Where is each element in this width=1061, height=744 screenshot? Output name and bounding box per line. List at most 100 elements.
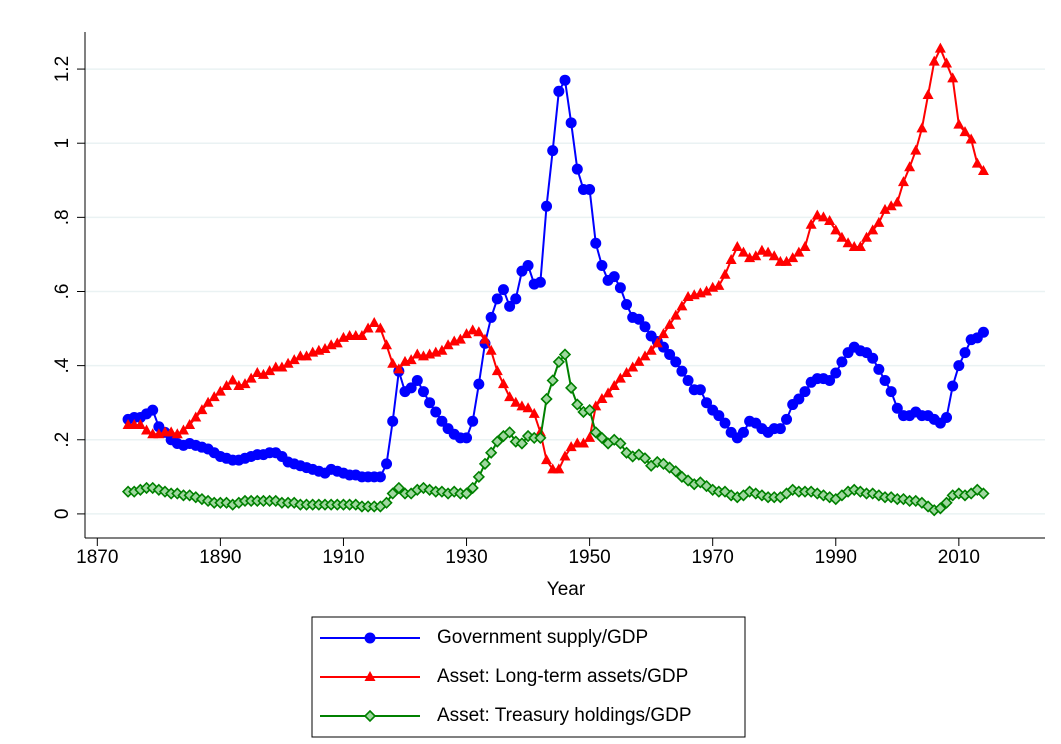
marker	[184, 418, 196, 429]
marker	[750, 250, 762, 261]
marker	[319, 342, 331, 353]
marker	[589, 426, 602, 439]
marker	[417, 386, 429, 398]
marker	[485, 344, 497, 355]
marker	[534, 426, 546, 437]
marker	[374, 471, 386, 483]
marker	[781, 413, 793, 425]
marker	[670, 309, 682, 320]
marker	[522, 402, 534, 413]
marker	[627, 361, 639, 372]
marker	[473, 378, 485, 390]
marker	[208, 391, 220, 402]
marker	[147, 404, 159, 416]
x-tick-label: 1990	[815, 547, 857, 568]
marker	[669, 465, 682, 478]
marker	[768, 250, 780, 261]
marker	[608, 380, 620, 391]
marker	[793, 246, 805, 257]
marker	[559, 74, 571, 86]
marker	[504, 391, 516, 402]
marker	[959, 126, 971, 137]
series-line	[127, 77, 985, 478]
marker	[731, 241, 743, 252]
marker	[546, 374, 559, 387]
x-tick-label: 1870	[76, 547, 118, 568]
marker	[799, 241, 811, 252]
marker	[478, 457, 492, 470]
marker	[664, 318, 676, 329]
marker	[362, 322, 374, 333]
marker	[485, 446, 498, 459]
marker	[621, 298, 633, 310]
marker	[682, 374, 694, 386]
marker	[571, 163, 583, 175]
marker	[245, 372, 257, 383]
marker	[817, 211, 829, 222]
marker	[553, 85, 565, 97]
marker	[824, 215, 836, 226]
marker	[380, 496, 393, 509]
marker	[639, 321, 651, 333]
marker	[515, 437, 529, 450]
marker	[762, 246, 774, 257]
marker	[891, 196, 903, 207]
marker	[436, 344, 448, 355]
marker	[227, 374, 239, 385]
marker	[638, 452, 652, 465]
marker	[485, 311, 497, 323]
marker	[516, 400, 528, 411]
marker	[491, 293, 503, 305]
marker	[424, 397, 436, 409]
marker	[411, 348, 423, 359]
marker	[879, 203, 891, 214]
marker	[713, 410, 725, 422]
marker	[934, 502, 947, 515]
marker	[614, 282, 626, 294]
marker	[541, 200, 553, 212]
marker	[257, 368, 269, 379]
marker	[571, 398, 584, 411]
marker	[497, 378, 509, 389]
marker	[633, 313, 645, 325]
marker	[873, 363, 885, 375]
y-tick-label: .2	[52, 432, 73, 448]
marker	[639, 350, 651, 361]
marker	[504, 300, 516, 312]
marker	[842, 237, 854, 248]
marker	[793, 393, 805, 405]
marker	[381, 458, 393, 470]
marker	[694, 384, 706, 396]
marker	[719, 268, 731, 279]
marker	[134, 418, 146, 429]
marker	[239, 378, 251, 389]
marker	[381, 339, 393, 350]
marker	[965, 133, 977, 144]
legend-label: Asset: Long-term assets/GDP	[437, 666, 688, 687]
marker	[596, 260, 608, 272]
legend-label: Government supply/GDP	[437, 627, 648, 648]
marker	[799, 386, 811, 398]
marker	[633, 355, 645, 366]
marker	[553, 463, 565, 474]
marker	[541, 454, 553, 465]
marker	[565, 117, 577, 129]
marker	[676, 300, 688, 311]
y-tick-label: .6	[52, 284, 73, 300]
marker	[891, 402, 903, 414]
marker	[214, 385, 226, 396]
marker	[701, 285, 713, 296]
marker	[171, 428, 183, 439]
marker	[405, 382, 417, 394]
marker	[614, 372, 626, 383]
marker	[651, 337, 663, 348]
marker	[885, 200, 897, 211]
marker	[947, 380, 959, 392]
marker	[584, 184, 596, 196]
marker	[787, 252, 799, 263]
marker	[614, 437, 627, 450]
marker	[264, 365, 276, 376]
marker	[713, 279, 725, 290]
marker	[977, 326, 989, 338]
x-axis-label: Year	[547, 579, 586, 600]
